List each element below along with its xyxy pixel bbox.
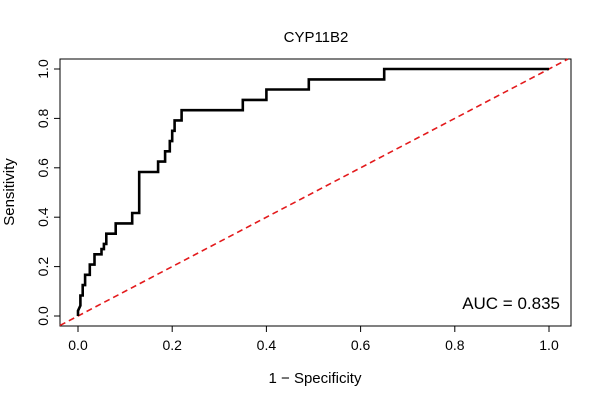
x-tick-label: 1.0 bbox=[539, 337, 559, 353]
reference-diagonal-line bbox=[59, 58, 569, 327]
x-tick-label: 0.8 bbox=[445, 337, 465, 353]
x-axis: 0.0 0.2 0.4 0.6 0.8 1.0 bbox=[68, 326, 559, 353]
x-tick-label: 0.2 bbox=[162, 337, 182, 353]
x-axis-label: 1 − Specificity bbox=[269, 370, 362, 387]
x-tick-label: 0.6 bbox=[351, 337, 371, 353]
y-tick-label: 1.0 bbox=[35, 59, 51, 79]
roc-curve-line bbox=[76, 67, 549, 316]
y-tick-label: 0.0 bbox=[35, 306, 51, 326]
x-tick-label: 0.4 bbox=[257, 337, 277, 353]
y-tick-label: 0.4 bbox=[35, 207, 51, 227]
chart-title: CYP11B2 bbox=[284, 29, 349, 46]
plot-frame bbox=[59, 58, 572, 327]
y-axis-label: Sensitivity bbox=[1, 158, 18, 226]
y-tick-label: 0.2 bbox=[35, 257, 51, 277]
auc-annotation: AUC = 0.835 bbox=[462, 294, 560, 313]
x-tick-label: 0.0 bbox=[68, 337, 88, 353]
y-tick-label: 0.8 bbox=[35, 108, 51, 128]
y-axis: 0.0 0.2 0.4 0.6 0.8 1.0 bbox=[35, 59, 60, 326]
y-tick-label: 0.6 bbox=[35, 158, 51, 178]
